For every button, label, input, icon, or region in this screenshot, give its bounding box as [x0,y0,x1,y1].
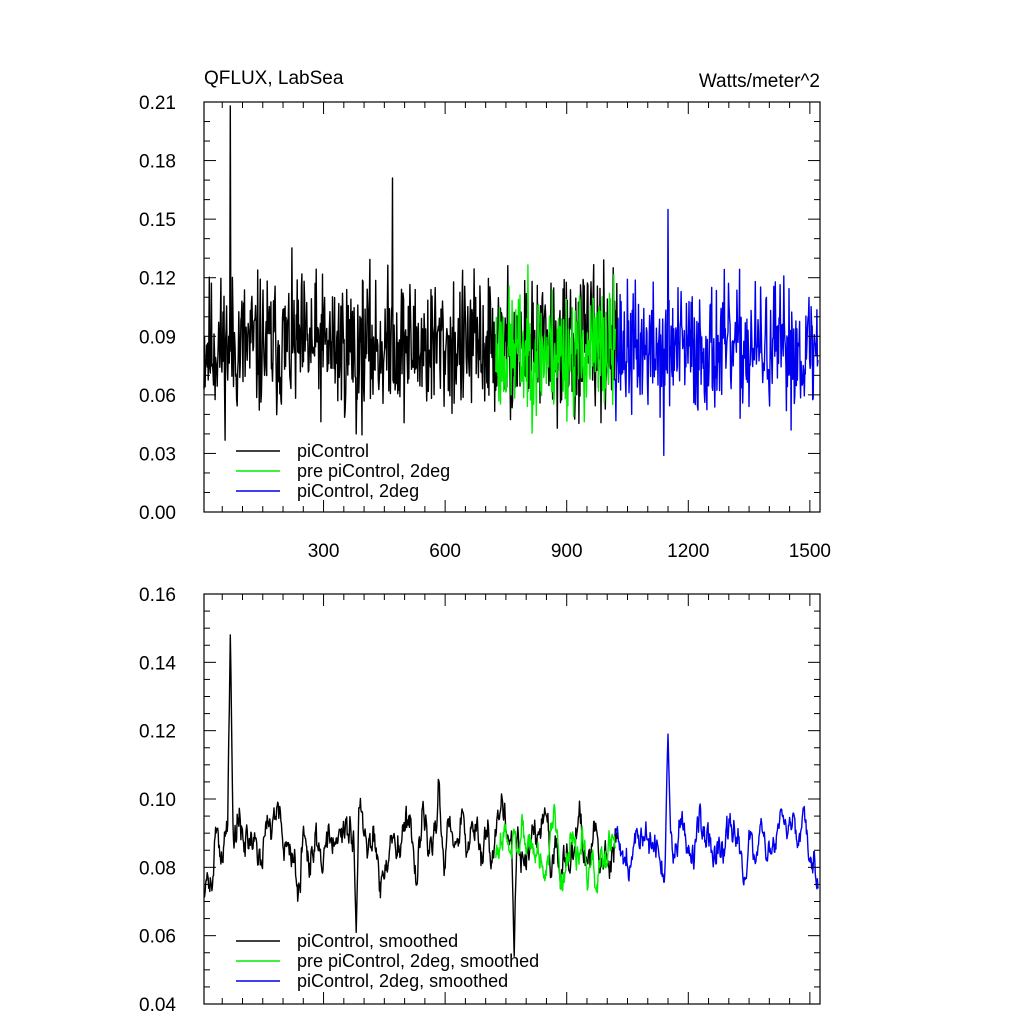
series-line [614,733,819,890]
y-tick-label: 0.18 [139,152,176,173]
legend-label: piControl, 2deg, smoothed [297,971,508,991]
chart-title: QFLUX, LabSea [204,68,344,89]
series-line [495,803,616,894]
legend-label: piControl, 2deg [297,481,419,501]
series-line [495,264,616,434]
y-tick-label: 0.06 [139,927,176,948]
y-tick-label: 0.04 [139,995,176,1016]
panel-smoothed-qflux: 0.04 0.06 0.08 0.10 0.12 0.14 0.16 piControl, … [139,585,821,1016]
y-tick-label: 0.00 [139,503,176,524]
y-tick-label: 0.14 [139,653,176,674]
series-layer [203,634,819,957]
y-tick-label: 0.16 [139,585,176,606]
panel-raw-qflux: QFLUX, LabSea Watts/meter^2 0.00 0.03 0.06… [139,68,831,562]
y-tick-label: 0.15 [139,210,176,231]
axis-layer: 0.04 0.06 0.08 0.10 0.12 0.14 0.16 [139,585,821,1016]
x-tick-label: 900 [551,541,583,562]
y-tick-label: 0.09 [139,327,176,348]
series-line [203,105,619,441]
series-line [203,634,619,957]
legend-label: pre piControl, 2deg, smoothed [297,951,539,971]
legend-label: pre piControl, 2deg [297,461,450,481]
x-tick-label: 300 [308,541,340,562]
legend-label: piControl [297,441,369,461]
legend-item: pre piControl, 2deg [236,461,450,481]
legend-item: piControl, 2deg [236,481,419,501]
legend-item: piControl, 2deg, smoothed [236,971,508,991]
plot-frame [203,101,821,513]
y-tick-label: 0.03 [139,444,176,465]
legend-item: pre piControl, 2deg, smoothed [236,951,539,971]
legend-item: piControl [236,441,369,461]
y-tick-label: 0.12 [139,269,176,290]
units-label: Watts/meter^2 [699,71,820,92]
legend-item: piControl, smoothed [236,931,458,951]
x-tick-label: 1500 [789,541,831,562]
x-tick-label: 600 [429,541,461,562]
series-layer [203,105,819,457]
y-tick-label: 0.08 [139,858,176,879]
y-tick-label: 0.10 [139,790,176,811]
axis-layer: 0.00 0.03 0.06 0.09 0.12 0.15 0.18 0.21 300 600 90… [139,93,831,562]
series-line [614,208,819,457]
y-tick-label: 0.12 [139,722,176,743]
y-tick-label: 0.21 [139,93,176,114]
x-tick-label: 1200 [667,541,709,562]
y-tick-label: 0.06 [139,386,176,407]
legend-label: piControl, smoothed [297,931,458,951]
